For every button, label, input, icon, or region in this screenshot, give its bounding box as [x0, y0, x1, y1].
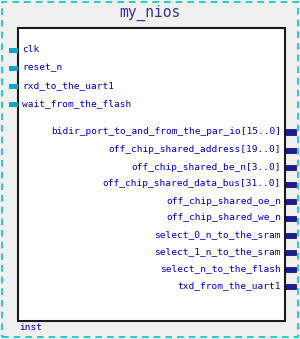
- Text: inst: inst: [19, 323, 42, 332]
- Text: wait_from_the_flash: wait_from_the_flash: [22, 100, 131, 108]
- Text: off_chip_shared_oe_n: off_chip_shared_oe_n: [166, 197, 281, 205]
- Bar: [9, 47, 18, 53]
- Text: select_n_to_the_flash: select_n_to_the_flash: [160, 264, 281, 274]
- Bar: [285, 216, 296, 220]
- Bar: [285, 147, 296, 153]
- Text: txd_from_the_uart1: txd_from_the_uart1: [178, 281, 281, 291]
- Bar: [18, 28, 285, 321]
- Bar: [9, 83, 18, 88]
- Bar: [9, 65, 18, 71]
- Text: select_1_n_to_the_sram: select_1_n_to_the_sram: [154, 247, 281, 257]
- Bar: [285, 129, 296, 135]
- Bar: [285, 181, 296, 186]
- Text: reset_n: reset_n: [22, 63, 62, 73]
- Text: select_0_n_to_the_sram: select_0_n_to_the_sram: [154, 231, 281, 239]
- Text: off_chip_shared_data_bus[31..0]: off_chip_shared_data_bus[31..0]: [103, 179, 281, 188]
- Bar: [285, 266, 296, 272]
- Text: rxd_to_the_uart1: rxd_to_the_uart1: [22, 81, 114, 91]
- Bar: [285, 250, 296, 255]
- Bar: [285, 164, 296, 170]
- Text: clk: clk: [22, 45, 39, 55]
- Text: off_chip_shared_address[19..0]: off_chip_shared_address[19..0]: [109, 145, 281, 155]
- Text: bidir_port_to_and_from_the_par_io[15..0]: bidir_port_to_and_from_the_par_io[15..0]: [51, 127, 281, 137]
- Bar: [285, 199, 296, 203]
- Bar: [285, 233, 296, 238]
- Text: off_chip_shared_be_n[3..0]: off_chip_shared_be_n[3..0]: [131, 162, 281, 172]
- Text: my_nios: my_nios: [119, 5, 181, 21]
- Bar: [285, 283, 296, 288]
- Text: off_chip_shared_we_n: off_chip_shared_we_n: [166, 214, 281, 222]
- Bar: [9, 101, 18, 106]
